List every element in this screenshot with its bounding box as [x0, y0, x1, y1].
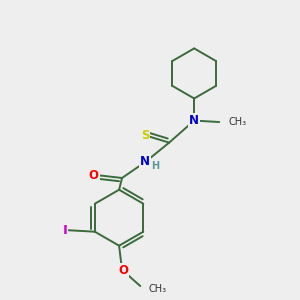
Text: O: O: [118, 264, 128, 277]
Text: S: S: [141, 129, 149, 142]
Text: CH₃: CH₃: [148, 284, 167, 294]
Text: CH₃: CH₃: [229, 117, 247, 127]
Text: H: H: [151, 161, 159, 171]
Text: N: N: [189, 114, 199, 127]
Text: I: I: [62, 224, 67, 237]
Text: O: O: [89, 169, 99, 182]
Text: N: N: [140, 155, 150, 168]
